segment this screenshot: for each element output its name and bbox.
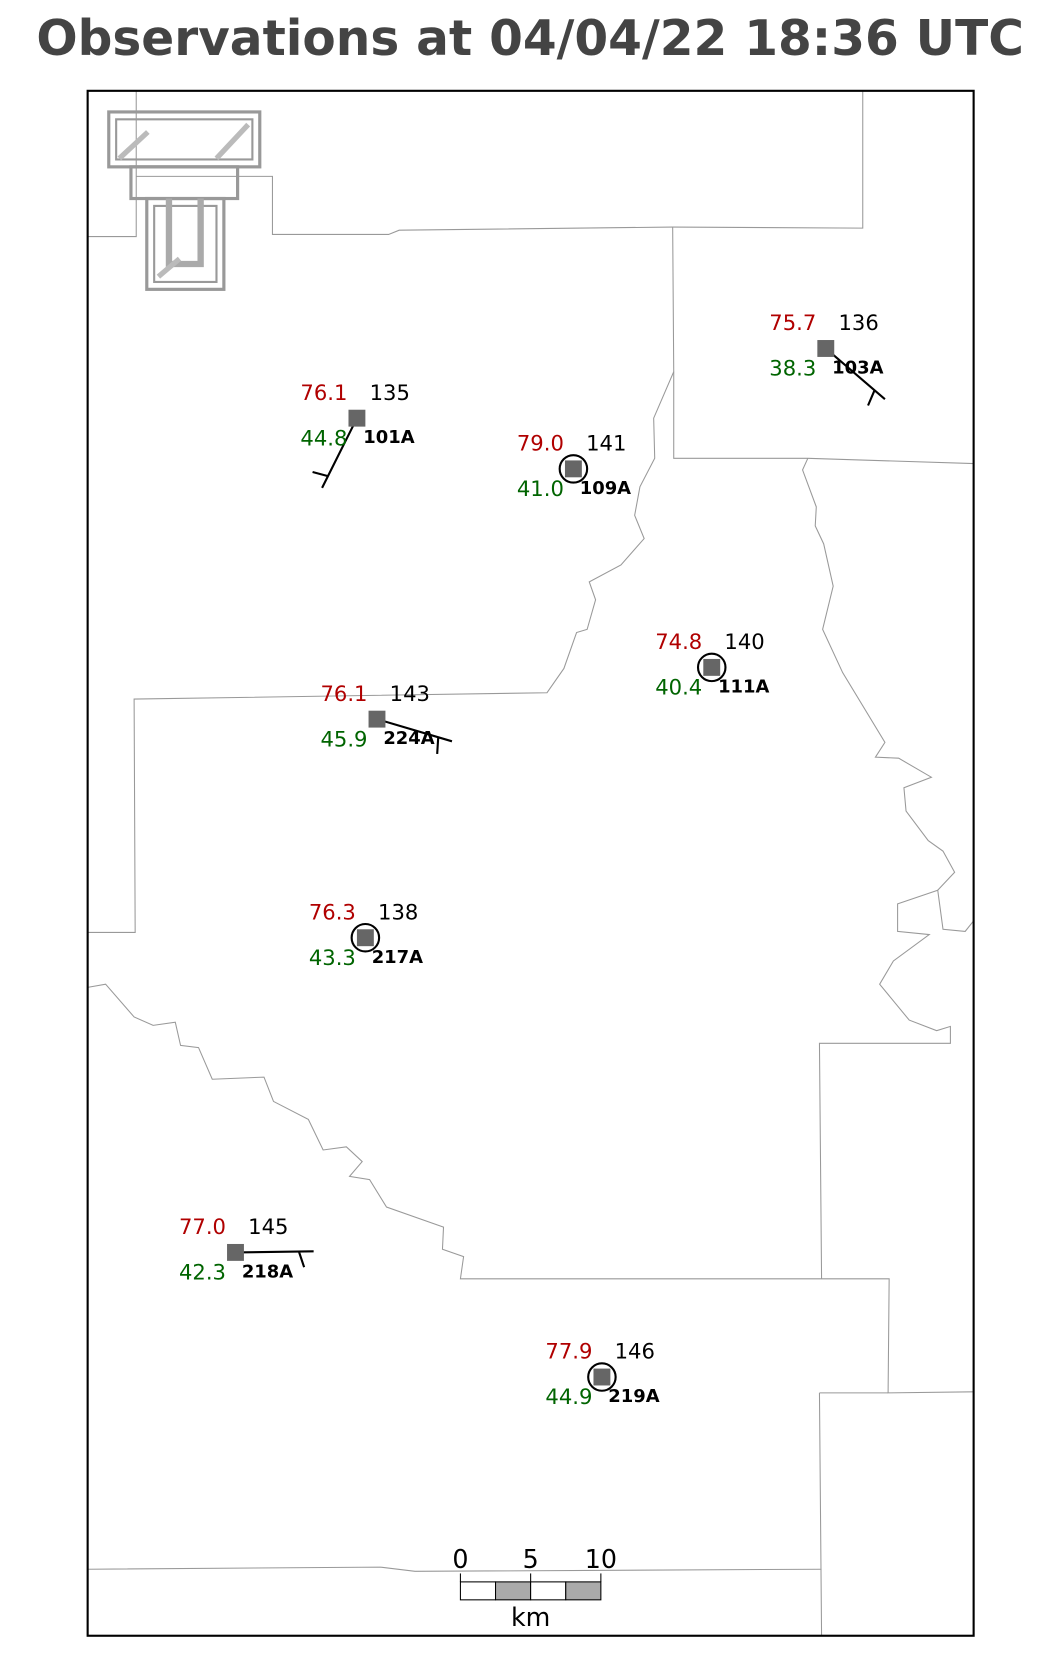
pressure: 146	[615, 1339, 655, 1364]
temperature: 74.8	[655, 629, 702, 654]
map-frame	[86, 89, 975, 1637]
temperature: 76.3	[309, 899, 356, 924]
temperature: 76.1	[300, 380, 347, 405]
temperature: 75.7	[769, 310, 816, 335]
station-plot: 77.0 145 42.3 218A	[179, 1214, 293, 1284]
sky-cover	[368, 710, 386, 728]
temperature: 79.0	[517, 431, 564, 456]
dewpoint: 38.3	[769, 356, 816, 381]
station-plot: 76.1 143 45.9 224A	[320, 681, 434, 751]
sky-cover	[703, 658, 721, 676]
scale-segment	[495, 1581, 532, 1601]
temperature: 77.0	[179, 1214, 226, 1239]
scale-tick-label: 10	[585, 1544, 617, 1574]
station-id: 217A	[372, 947, 423, 968]
sky-cover	[356, 929, 374, 947]
temperature: 76.1	[320, 681, 367, 706]
dewpoint: 44.8	[300, 425, 347, 450]
dewpoint: 40.4	[655, 675, 702, 700]
stations: 75.7 136 38.3 103A 76.1 135 44.8 101A 79.0 141 41.…	[179, 310, 884, 1409]
calm-circle	[696, 652, 727, 683]
calm-circle	[558, 454, 589, 484]
sky-cover	[817, 340, 835, 357]
station-id: 219A	[608, 1386, 659, 1407]
title: Observations at 04/04/22 18:36 UTC	[36, 11, 1024, 67]
sky-cover	[348, 409, 366, 427]
pressure: 140	[724, 629, 764, 654]
dewpoint: 44.9	[545, 1384, 592, 1409]
station-plot: 77.9 146 44.9 219A	[545, 1339, 659, 1409]
scale-segment	[459, 1581, 497, 1601]
sky-cover	[227, 1243, 244, 1261]
sky-cover	[564, 460, 582, 478]
station-id: 218A	[242, 1261, 293, 1282]
station-plot: 79.0 141 41.0 109A	[517, 431, 631, 501]
station-id: 224A	[383, 728, 434, 749]
dewpoint: 41.0	[517, 476, 564, 501]
boundaries	[87, 90, 975, 1636]
station-id: 103A	[832, 358, 883, 379]
station-plot: 76.3 138 43.3 217A	[309, 899, 423, 969]
scale-segment	[530, 1581, 567, 1601]
scale-unit: km	[511, 1602, 550, 1632]
pressure: 138	[378, 899, 418, 924]
dewpoint: 42.3	[179, 1260, 226, 1285]
pressure: 135	[370, 380, 410, 405]
dewpoint: 43.3	[309, 945, 356, 970]
station-id: 111A	[718, 676, 769, 697]
sky-cover	[593, 1368, 611, 1386]
pressure: 141	[586, 431, 626, 456]
pressure: 145	[248, 1214, 288, 1239]
station-plot: 76.1 135 44.8 101A	[300, 380, 414, 450]
station-plot: 74.8 140 40.4 111A	[655, 629, 769, 699]
station-id: 109A	[580, 478, 631, 499]
station-id: 101A	[363, 427, 414, 448]
scale-segment	[565, 1581, 602, 1601]
wind-barbs	[235, 347, 886, 1268]
dewpoint: 45.9	[320, 726, 367, 751]
pressure: 143	[390, 681, 430, 706]
station-plot: 75.7 136 38.3 103A	[769, 310, 883, 380]
pressure: 136	[838, 310, 878, 335]
scale-tick-label: 0	[452, 1544, 468, 1574]
scale-bar: 0 5 10 km	[452, 1544, 617, 1632]
calm-circle	[350, 922, 381, 953]
temperature: 77.9	[545, 1339, 592, 1364]
scale-tick-label: 5	[523, 1544, 539, 1574]
calm-circle	[587, 1362, 617, 1392]
logo	[107, 110, 262, 291]
